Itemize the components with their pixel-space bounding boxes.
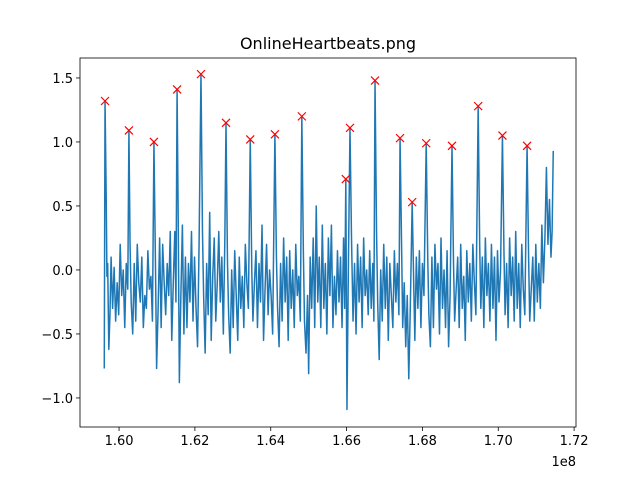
peak-marker: [370, 76, 380, 85]
peak-marker: [124, 126, 134, 135]
peak-marker: [473, 101, 483, 111]
peak-marker: [270, 129, 280, 139]
peak-marker: [345, 123, 355, 133]
x-tick-label: 1.72: [560, 434, 589, 449]
x-tick-label: 1.66: [332, 434, 361, 449]
x-tick-label: 1.68: [408, 434, 437, 449]
y-tick-label: −0.5: [41, 328, 73, 343]
y-tick-label: 0.5: [52, 200, 73, 215]
plot-frame: [79, 57, 577, 428]
peak-marker: [196, 69, 206, 79]
peak-marker: [245, 134, 255, 144]
x-tick-label: 1.70: [484, 434, 513, 449]
chart-title: OnlineHeartbeats.png: [240, 34, 416, 53]
x-tick-label: 1.60: [105, 434, 134, 449]
peak-marker: [447, 141, 457, 151]
y-tick-label: 1.0: [52, 136, 73, 151]
peak-marker: [341, 174, 351, 184]
peak-marker: [498, 131, 507, 140]
y-tick-label: −1.0: [41, 392, 73, 407]
x-tick-label: 1.64: [256, 434, 285, 449]
x-tick-label: 1.62: [180, 434, 209, 449]
peak-marker: [421, 138, 431, 148]
peak-marker: [522, 141, 532, 151]
peak-marker: [100, 96, 110, 106]
peak-marker: [407, 197, 417, 207]
peak-marker: [221, 118, 231, 128]
peak-marker: [172, 85, 182, 94]
peak-marker: [149, 137, 159, 147]
x-offset-label: 1e8: [551, 455, 576, 470]
peak-marker: [395, 133, 405, 143]
data-line: [103, 73, 554, 411]
peak-marker: [297, 111, 307, 121]
y-tick-label: 0.0: [52, 264, 73, 279]
y-tick-label: 1.5: [52, 72, 73, 87]
